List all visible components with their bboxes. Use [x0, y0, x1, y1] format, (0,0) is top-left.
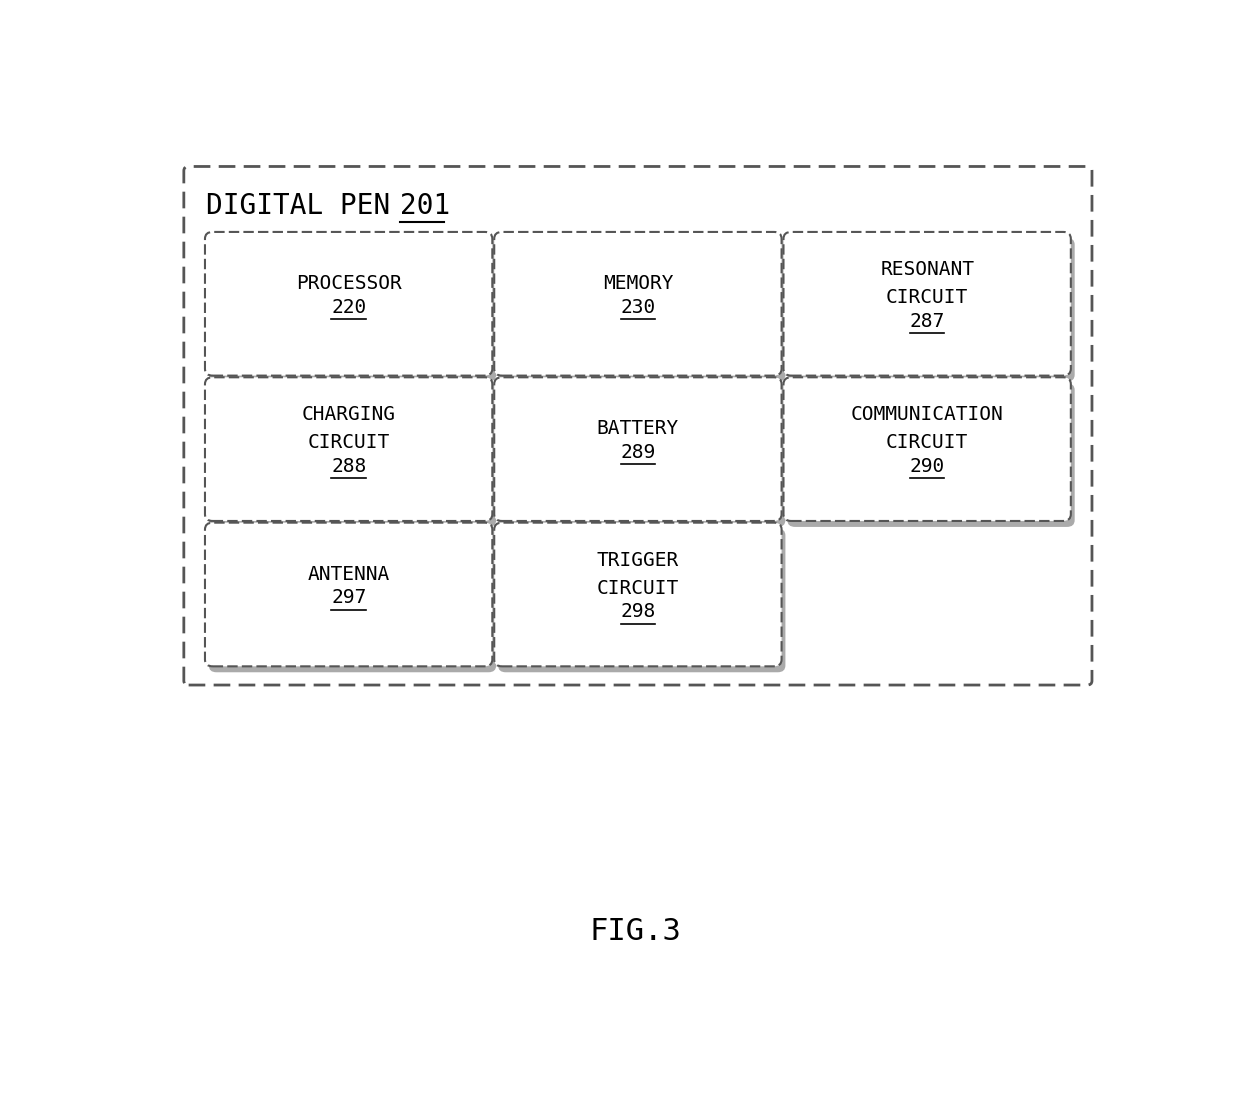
- Text: DIGITAL PEN: DIGITAL PEN: [206, 192, 424, 221]
- Text: 297: 297: [331, 588, 366, 607]
- FancyBboxPatch shape: [498, 383, 785, 527]
- Text: CIRCUIT: CIRCUIT: [887, 433, 968, 453]
- Text: FIG.3: FIG.3: [589, 917, 682, 946]
- FancyBboxPatch shape: [787, 383, 1075, 527]
- FancyBboxPatch shape: [208, 529, 496, 672]
- Text: 288: 288: [331, 457, 366, 476]
- FancyBboxPatch shape: [184, 167, 1092, 684]
- FancyBboxPatch shape: [208, 237, 496, 382]
- FancyBboxPatch shape: [495, 378, 781, 521]
- Text: TRIGGER: TRIGGER: [596, 551, 680, 570]
- Text: CIRCUIT: CIRCUIT: [308, 433, 389, 453]
- Text: 220: 220: [331, 298, 366, 317]
- FancyBboxPatch shape: [208, 383, 496, 527]
- Text: COMMUNICATION: COMMUNICATION: [851, 405, 1003, 424]
- FancyBboxPatch shape: [498, 529, 785, 672]
- Text: CIRCUIT: CIRCUIT: [596, 578, 680, 597]
- Text: PROCESSOR: PROCESSOR: [296, 274, 402, 293]
- Text: RESONANT: RESONANT: [880, 259, 975, 279]
- FancyBboxPatch shape: [784, 232, 1071, 375]
- Text: CIRCUIT: CIRCUIT: [887, 288, 968, 307]
- FancyBboxPatch shape: [784, 378, 1071, 521]
- FancyBboxPatch shape: [787, 237, 1075, 382]
- Text: 298: 298: [620, 603, 656, 622]
- FancyBboxPatch shape: [205, 378, 492, 521]
- FancyBboxPatch shape: [495, 232, 781, 375]
- Text: 290: 290: [909, 457, 945, 476]
- Text: ANTENNA: ANTENNA: [308, 564, 389, 584]
- Text: BATTERY: BATTERY: [596, 420, 680, 438]
- FancyBboxPatch shape: [205, 232, 492, 375]
- FancyBboxPatch shape: [205, 522, 492, 667]
- Text: 201: 201: [399, 192, 450, 221]
- Text: CHARGING: CHARGING: [301, 405, 396, 424]
- Text: 230: 230: [620, 298, 656, 317]
- Text: MEMORY: MEMORY: [603, 274, 673, 293]
- Text: 289: 289: [620, 443, 656, 463]
- FancyBboxPatch shape: [498, 237, 785, 382]
- Text: 287: 287: [909, 311, 945, 331]
- FancyBboxPatch shape: [495, 522, 781, 667]
